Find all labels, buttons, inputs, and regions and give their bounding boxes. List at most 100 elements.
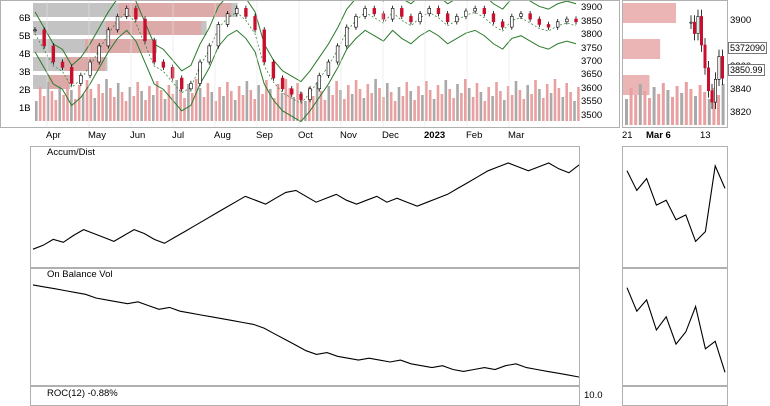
candle-body: [482, 8, 487, 15]
volume-bar: [436, 85, 440, 121]
candle-body: [326, 61, 331, 76]
volume-bar: [350, 94, 354, 121]
candle-body: [345, 26, 349, 47]
price-tick-label: 3850: [581, 15, 603, 27]
volume-bar: [245, 81, 249, 121]
volume-bar: [565, 83, 568, 121]
volume-bar: [401, 96, 405, 121]
zoom-volume-bar: [671, 97, 674, 125]
price-tick-label: 3900: [581, 2, 603, 14]
volume-bar: [187, 84, 190, 121]
zoom-candle-body: [717, 56, 721, 80]
zoom-candle-body: [696, 16, 700, 34]
volume-bar: [35, 101, 38, 121]
candle-body: [88, 61, 92, 76]
roc-title: ROC(12) -0.88%: [47, 388, 118, 399]
volume-bar: [38, 87, 42, 121]
zoom-volume-bar: [652, 87, 656, 125]
accum-dist-zoom-panel: [622, 146, 728, 268]
candle-body: [409, 16, 413, 23]
volume-bar: [237, 86, 241, 121]
volume-bar: [506, 86, 510, 121]
candle-body: [500, 21, 505, 28]
volume-tick-label: 1B: [19, 103, 31, 114]
zoom-volume-bar: [689, 89, 693, 125]
zoom-price-tick-label: 3820: [730, 106, 752, 118]
candle-body: [519, 13, 523, 17]
volume-bar: [132, 96, 136, 121]
volume-bar: [148, 86, 151, 121]
candle-body: [546, 24, 551, 28]
candle-body: [510, 16, 514, 28]
volume-bar: [545, 84, 549, 121]
volume-bar: [120, 92, 124, 121]
volume-bar: [534, 80, 537, 121]
candle-body: [280, 77, 285, 90]
volume-bar: [557, 88, 561, 121]
volume-by-price-bar: [48, 75, 70, 89]
volume-tick-label: 5B: [19, 31, 31, 42]
volume-bar: [113, 97, 116, 121]
zoom-x-tick-label: 21: [622, 130, 633, 141]
obv-zoom-panel: [622, 268, 728, 386]
candle-body: [253, 16, 257, 31]
volume-bar: [428, 90, 432, 121]
x-tick-label: Jun: [130, 130, 146, 141]
zoom-volume-bar: [629, 88, 633, 125]
candle-body: [363, 8, 367, 17]
volume-bar: [487, 87, 490, 121]
volume-bar: [272, 98, 276, 121]
candle-body: [390, 8, 395, 20]
volume-bar: [144, 100, 147, 121]
volume-bar: [335, 81, 338, 121]
volume-bar: [128, 87, 132, 121]
candle-body: [299, 93, 303, 100]
volume-bar: [495, 82, 498, 121]
zoom-x-tick-label: Mar 6: [646, 130, 671, 141]
candle-body: [33, 29, 37, 32]
x-tick-label: May: [88, 130, 106, 141]
zoom-volume-bar: [717, 95, 720, 125]
candle-body: [464, 10, 468, 17]
volume-bar: [530, 94, 533, 121]
zoom-candle-body: [707, 67, 711, 92]
candle-body: [134, 8, 138, 20]
zoom-price-badge: 5372090: [728, 42, 768, 54]
zoom-volume-bar: [638, 84, 642, 125]
candle-body: [528, 13, 532, 20]
volume-bar: [452, 98, 455, 121]
volume-bar: [503, 100, 506, 121]
candle-body: [152, 40, 156, 63]
volume-bar: [561, 97, 565, 121]
volume-bar: [467, 88, 471, 121]
volume-bar: [222, 96, 225, 121]
volume-bar: [456, 84, 459, 121]
volume-bar: [370, 93, 373, 121]
volume-bar: [85, 80, 89, 121]
candle-body: [436, 8, 441, 15]
volume-bar: [386, 83, 389, 121]
volume-bar: [124, 101, 128, 121]
volume-bar: [261, 94, 264, 121]
volume-bar: [116, 83, 120, 121]
volume-bar: [464, 79, 467, 121]
candle-body: [235, 8, 239, 15]
candle-body: [106, 29, 111, 47]
price-tick-label: 3500: [581, 109, 603, 121]
volume-bar: [167, 85, 171, 121]
zoom-candle-body: [693, 21, 697, 34]
volume-bar: [155, 81, 159, 121]
volume-bar: [405, 82, 409, 121]
obv-line-svg: [32, 284, 579, 378]
x-tick-label: Mar: [508, 130, 525, 141]
volume-bar: [510, 95, 514, 121]
zoom-volume-bar: [680, 93, 684, 125]
volume-bar: [514, 81, 518, 121]
zoom-candle-body: [714, 78, 718, 103]
candle-body: [51, 45, 56, 63]
volume-bar: [354, 80, 358, 121]
volume-bar: [304, 101, 307, 121]
volume-bar: [448, 89, 451, 121]
volume-bar: [136, 82, 139, 121]
volume-bar: [382, 97, 385, 121]
